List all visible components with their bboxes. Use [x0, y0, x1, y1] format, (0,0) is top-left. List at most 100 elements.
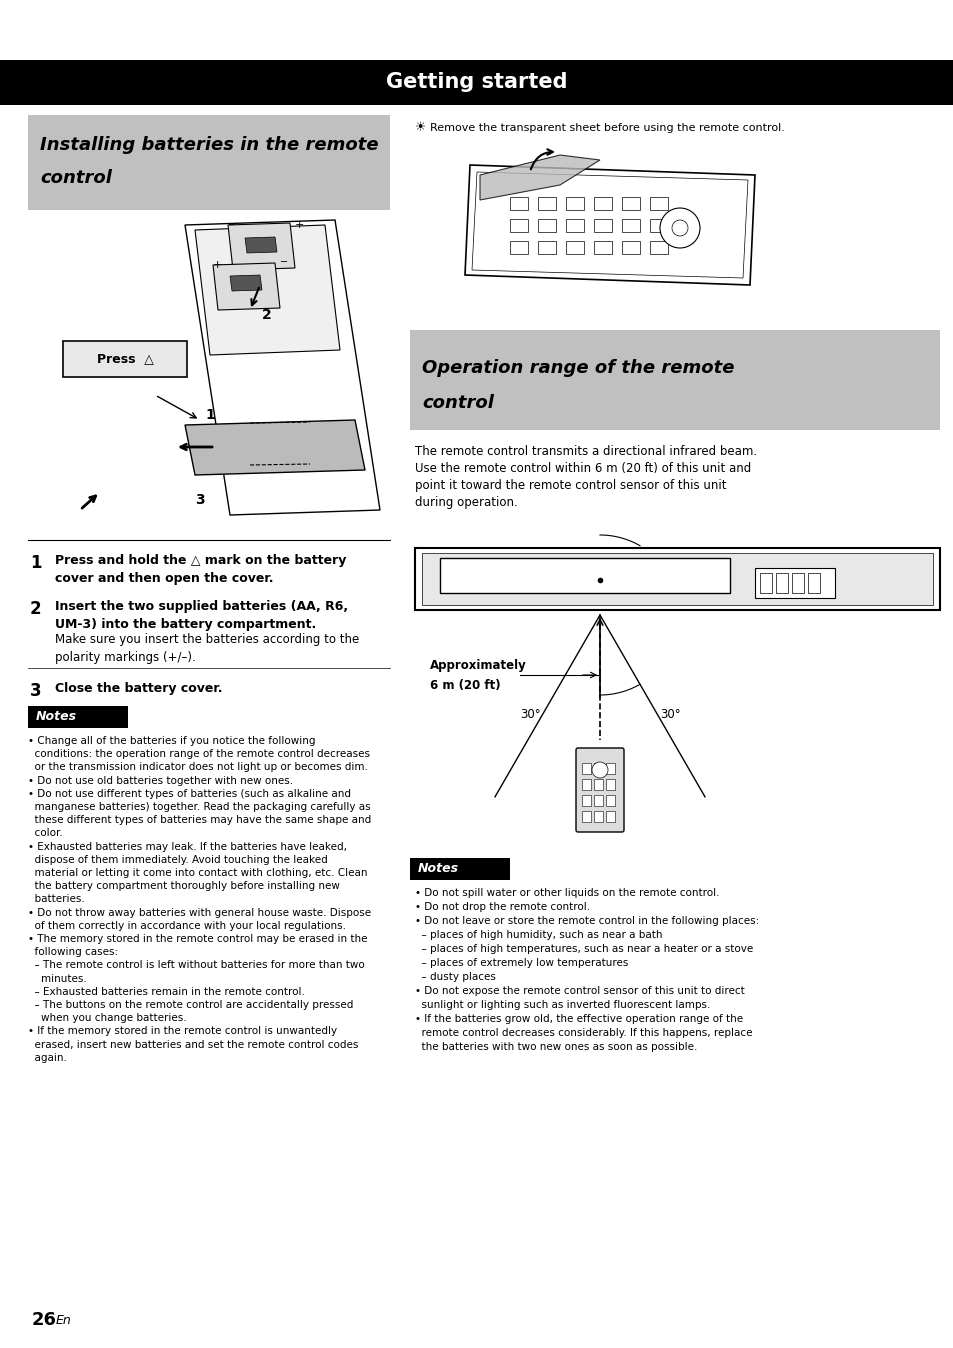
Bar — [581, 779, 590, 790]
Text: – places of extremely low temperatures: – places of extremely low temperatures — [415, 958, 628, 968]
Bar — [775, 573, 787, 593]
Text: Notes: Notes — [417, 863, 458, 875]
Bar — [415, 549, 939, 611]
Bar — [621, 218, 639, 232]
Bar — [807, 573, 820, 593]
Text: minutes.: minutes. — [28, 973, 87, 984]
Text: 30°: 30° — [519, 709, 539, 721]
Polygon shape — [185, 220, 379, 515]
Bar — [510, 218, 527, 232]
Polygon shape — [228, 222, 294, 270]
Bar — [565, 197, 583, 210]
Text: Installing batteries in the remote: Installing batteries in the remote — [40, 136, 378, 154]
Text: • Change all of the batteries if you notice the following: • Change all of the batteries if you not… — [28, 736, 315, 745]
Polygon shape — [185, 421, 365, 474]
Text: during operation.: during operation. — [415, 496, 517, 510]
Polygon shape — [230, 275, 262, 291]
Bar — [439, 558, 729, 593]
Text: Press  △: Press △ — [96, 352, 153, 365]
Text: – places of high temperatures, such as near a heater or a stove: – places of high temperatures, such as n… — [415, 944, 753, 954]
Bar — [537, 218, 556, 232]
Bar — [410, 330, 939, 430]
Bar — [0, 61, 953, 105]
Bar — [565, 218, 583, 232]
Text: dispose of them immediately. Avoid touching the leaked: dispose of them immediately. Avoid touch… — [28, 855, 328, 865]
Text: batteries.: batteries. — [28, 895, 85, 905]
Text: Press and hold the △ mark on the battery
cover and then open the cover.: Press and hold the △ mark on the battery… — [55, 554, 346, 585]
Polygon shape — [472, 173, 747, 278]
Bar — [565, 241, 583, 253]
Text: point it toward the remote control sensor of this unit: point it toward the remote control senso… — [415, 479, 726, 492]
Bar — [410, 857, 510, 880]
Bar — [537, 241, 556, 253]
Text: – The buttons on the remote control are accidentally pressed: – The buttons on the remote control are … — [28, 1000, 353, 1010]
Text: these different types of batteries may have the same shape and: these different types of batteries may h… — [28, 816, 371, 825]
Text: Remove the transparent sheet before using the remote control.: Remove the transparent sheet before usin… — [430, 123, 784, 133]
Text: 3: 3 — [195, 493, 205, 507]
Text: control: control — [40, 168, 112, 187]
Bar — [594, 779, 602, 790]
Text: when you change batteries.: when you change batteries. — [28, 1014, 187, 1023]
Text: Notes: Notes — [36, 710, 77, 724]
Bar — [605, 779, 615, 790]
Circle shape — [671, 220, 687, 236]
Text: 1: 1 — [30, 554, 42, 572]
Text: – places of high humidity, such as near a bath: – places of high humidity, such as near … — [415, 930, 661, 940]
Text: Make sure you insert the batteries according to the
polarity markings (+/–).: Make sure you insert the batteries accor… — [55, 634, 359, 665]
FancyBboxPatch shape — [63, 341, 187, 377]
Bar — [537, 197, 556, 210]
Circle shape — [592, 762, 607, 778]
Text: sunlight or lighting such as inverted fluorescent lamps.: sunlight or lighting such as inverted fl… — [415, 1000, 710, 1010]
Text: 2: 2 — [30, 600, 42, 617]
Text: 2: 2 — [262, 307, 272, 322]
Text: 1: 1 — [205, 408, 214, 422]
Bar — [621, 241, 639, 253]
Text: again.: again. — [28, 1053, 67, 1062]
Text: • Exhausted batteries may leak. If the batteries have leaked,: • Exhausted batteries may leak. If the b… — [28, 841, 347, 852]
Text: En: En — [56, 1313, 71, 1326]
Polygon shape — [245, 237, 276, 253]
Bar — [594, 811, 602, 822]
Text: erased, insert new batteries and set the remote control codes: erased, insert new batteries and set the… — [28, 1039, 358, 1050]
Polygon shape — [194, 225, 339, 355]
Text: • If the batteries grow old, the effective operation range of the: • If the batteries grow old, the effecti… — [415, 1014, 742, 1024]
Text: Getting started: Getting started — [386, 71, 567, 92]
Text: remote control decreases considerably. If this happens, replace: remote control decreases considerably. I… — [415, 1029, 752, 1038]
Bar — [754, 568, 834, 599]
Bar — [581, 763, 590, 774]
Text: 30°: 30° — [659, 709, 679, 721]
Text: ☀: ☀ — [415, 121, 426, 135]
Polygon shape — [213, 263, 280, 310]
Bar — [791, 573, 803, 593]
Text: Approximately: Approximately — [430, 659, 526, 671]
Bar — [581, 795, 590, 806]
Text: Close the battery cover.: Close the battery cover. — [55, 682, 222, 696]
Text: 26: 26 — [32, 1312, 57, 1329]
Bar — [594, 218, 612, 232]
Text: conditions: the operation range of the remote control decreases: conditions: the operation range of the r… — [28, 749, 370, 759]
Bar — [421, 553, 932, 605]
Bar — [605, 811, 615, 822]
Bar — [28, 706, 128, 728]
Text: −: − — [228, 220, 236, 231]
Bar — [510, 197, 527, 210]
Text: +: + — [294, 220, 304, 231]
Circle shape — [659, 208, 700, 248]
Text: • Do not leave or store the remote control in the following places:: • Do not leave or store the remote contr… — [415, 917, 759, 926]
Text: color.: color. — [28, 829, 63, 838]
Bar — [649, 241, 667, 253]
Polygon shape — [464, 164, 754, 284]
Text: Insert the two supplied batteries (AA, R6,
UM-3) into the battery compartment.: Insert the two supplied batteries (AA, R… — [55, 600, 348, 631]
Text: the batteries with two new ones as soon as possible.: the batteries with two new ones as soon … — [415, 1042, 697, 1051]
Bar — [594, 241, 612, 253]
Bar — [594, 197, 612, 210]
Text: – dusty places: – dusty places — [415, 972, 496, 981]
Text: control: control — [421, 394, 494, 412]
Text: the battery compartment thoroughly before installing new: the battery compartment thoroughly befor… — [28, 882, 339, 891]
Text: +: + — [213, 260, 222, 270]
Text: 6 m (20 ft): 6 m (20 ft) — [430, 678, 500, 692]
Text: −: − — [280, 257, 288, 267]
Text: • Do not throw away batteries with general house waste. Dispose: • Do not throw away batteries with gener… — [28, 907, 371, 918]
Text: material or letting it come into contact with clothing, etc. Clean: material or letting it come into contact… — [28, 868, 367, 878]
Bar — [510, 241, 527, 253]
